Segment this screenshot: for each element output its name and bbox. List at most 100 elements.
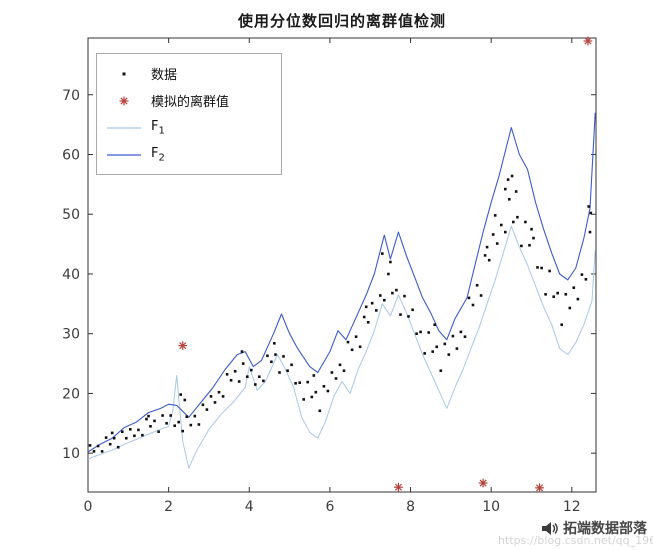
data-point xyxy=(193,414,197,418)
data-point xyxy=(179,393,182,396)
data-point xyxy=(273,342,276,345)
x-tick-label: 2 xyxy=(164,499,173,515)
data-point xyxy=(588,230,592,234)
data-point xyxy=(354,335,358,338)
data-point xyxy=(389,260,392,264)
data-point xyxy=(350,348,354,352)
watermark-brand-label: 拓端数据部落 xyxy=(563,521,647,537)
data-point xyxy=(165,422,168,425)
x-tick-label: 10 xyxy=(482,499,500,515)
data-point xyxy=(399,313,402,316)
legend: 数据 模拟的离群值 F1 F2 xyxy=(96,53,282,175)
data-point xyxy=(516,215,519,219)
data-point xyxy=(326,389,330,393)
line-sample-icon xyxy=(97,148,151,162)
data-point xyxy=(217,390,221,394)
data-point xyxy=(459,330,463,334)
data-point xyxy=(383,298,386,302)
outlier-marker-line xyxy=(584,37,592,45)
data-point xyxy=(237,380,241,383)
data-point xyxy=(375,309,378,312)
y-tick-label: 60 xyxy=(62,147,80,163)
legend-label: 数据 xyxy=(151,68,178,83)
data-point xyxy=(443,342,447,346)
axes-box xyxy=(87,37,597,493)
data-point xyxy=(514,190,518,193)
data-point xyxy=(149,425,152,428)
data-point xyxy=(381,252,384,255)
data-point xyxy=(419,330,422,334)
data-point xyxy=(153,419,156,423)
data-point xyxy=(294,382,297,385)
data-point xyxy=(560,323,563,326)
data-point xyxy=(229,379,233,382)
data-point xyxy=(391,291,394,295)
data-point xyxy=(346,340,350,344)
data-point xyxy=(302,398,305,401)
data-point xyxy=(161,414,164,417)
data-point xyxy=(270,360,273,364)
data-point xyxy=(185,415,189,418)
data-point xyxy=(250,368,253,372)
y-tick-label: 20 xyxy=(62,386,80,402)
quantile-line-1 xyxy=(87,225,596,469)
data-point xyxy=(201,403,205,407)
x-tick-label: 8 xyxy=(406,499,415,515)
data-point xyxy=(520,244,523,248)
outlier-marker-line xyxy=(179,342,187,350)
data-point xyxy=(435,345,438,349)
outlier-marker xyxy=(583,36,593,46)
data-point xyxy=(427,331,430,334)
data-point xyxy=(552,295,555,298)
data-point xyxy=(266,354,269,358)
data-point xyxy=(556,291,559,295)
data-point xyxy=(318,409,322,413)
data-point xyxy=(246,375,249,378)
x-tick-label: 12 xyxy=(563,499,581,515)
data-point xyxy=(137,428,140,432)
data-point xyxy=(564,293,568,296)
y-tick-label: 70 xyxy=(62,88,80,104)
data-point xyxy=(508,198,511,201)
data-point xyxy=(221,395,225,398)
data-point xyxy=(463,335,467,338)
data-point xyxy=(487,258,491,262)
data-point xyxy=(262,379,265,383)
data-point xyxy=(258,375,261,378)
data-point xyxy=(524,220,527,224)
data-point xyxy=(580,273,584,276)
data-point xyxy=(129,428,132,431)
data-point xyxy=(181,429,184,433)
quantile-line-2 xyxy=(87,112,596,453)
legend-item-1: 数据 xyxy=(97,60,281,87)
data-point xyxy=(584,278,588,281)
data-point xyxy=(407,315,410,318)
data-point xyxy=(342,369,346,372)
data-point xyxy=(173,424,176,427)
megaphone-icon xyxy=(542,521,558,535)
data-point xyxy=(110,431,114,435)
data-point xyxy=(322,385,326,388)
data-point xyxy=(475,284,479,287)
data-point xyxy=(189,423,193,427)
legend-label-subscript: 1 xyxy=(158,125,165,137)
line-sample-icon xyxy=(97,121,151,135)
data-point xyxy=(145,417,148,421)
data-point xyxy=(530,227,533,231)
data-point xyxy=(169,414,172,417)
data-point xyxy=(362,315,366,319)
data-point xyxy=(125,436,128,440)
data-point xyxy=(306,380,309,384)
data-point xyxy=(254,383,257,386)
data-point xyxy=(504,187,507,191)
data-point xyxy=(431,350,434,353)
y-tick-label: 50 xyxy=(62,207,80,223)
data-point xyxy=(366,321,370,324)
data-point xyxy=(100,450,104,453)
data-point xyxy=(177,420,180,424)
data-point xyxy=(504,230,507,234)
outlier-marker-line xyxy=(536,484,544,492)
data-point xyxy=(540,266,543,270)
data-point xyxy=(589,211,593,215)
